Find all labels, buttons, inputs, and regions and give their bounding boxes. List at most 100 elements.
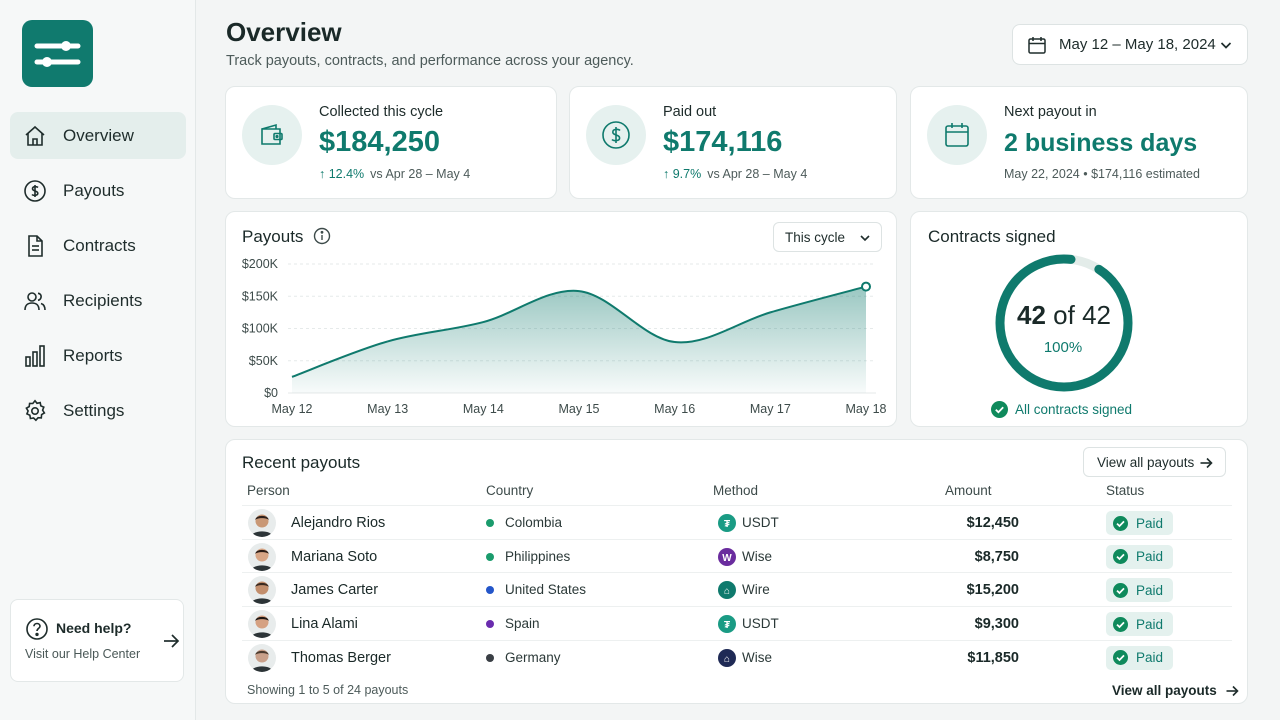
payout-amount: $8,750 <box>974 548 1019 565</box>
kpi-compare: ↑ 12.4% vs Apr 28 – May 4 <box>319 167 470 181</box>
payout-amount: $12,450 <box>966 515 1019 531</box>
kpi-label: Paid out <box>663 104 717 120</box>
sidebar-item-settings[interactable]: Settings <box>10 387 186 434</box>
check-circle-icon <box>1113 616 1128 632</box>
x-tick-label: May 12 <box>272 402 313 416</box>
country-name: United States <box>505 582 587 598</box>
person-name[interactable]: James Carter <box>291 582 379 599</box>
bank-icon: ⌂ <box>718 581 736 600</box>
view-all-payouts-link[interactable]: View all payouts <box>1112 683 1239 698</box>
contracts-title: Contracts signed <box>928 227 1056 246</box>
sidebar-item-label: Payouts <box>63 180 125 200</box>
info-icon[interactable] <box>313 227 331 245</box>
x-tick-label: May 15 <box>559 402 600 416</box>
wise-icon: W <box>718 547 736 566</box>
sidebar-item-recipients[interactable]: Recipients <box>10 277 186 324</box>
document-icon <box>22 233 48 259</box>
arrow-right-icon <box>1200 457 1213 469</box>
person-name[interactable]: Alejandro Rios <box>291 515 386 531</box>
table-row[interactable]: James Carter United States ⌂ Wire $15,200 Pai… <box>242 572 1232 606</box>
kpi-compare-period: vs Apr 28 – May 4 <box>370 167 471 181</box>
status-text: Paid <box>1136 616 1164 632</box>
period-select[interactable]: This cycle <box>773 222 882 252</box>
person-name[interactable]: Mariana Soto <box>291 548 378 565</box>
contracts-of: of <box>1053 300 1075 330</box>
sidebar-item-overview[interactable]: Overview <box>10 112 186 159</box>
donut-progress-arc <box>995 254 1133 392</box>
svg-text:⌂: ⌂ <box>724 586 730 597</box>
payout-method: Wise <box>742 649 772 665</box>
sidebar-item-label: Overview <box>63 125 134 145</box>
country-dot <box>486 519 494 527</box>
x-tick-label: May 18 <box>846 402 887 416</box>
dollar-circle-icon <box>586 105 646 165</box>
table-row[interactable]: Lina Alami Spain ₮ USDT $9,300 Paid <box>242 606 1232 640</box>
kpi-change: ↑ 9.7% <box>663 167 702 181</box>
column-header-method[interactable]: Method <box>713 483 759 498</box>
status-text: Paid <box>1136 582 1164 598</box>
sidebar-item-reports[interactable]: Reports <box>10 332 186 379</box>
y-tick-label: $150K <box>242 289 279 303</box>
column-header-status[interactable]: Status <box>1106 483 1145 498</box>
sidebar-item-contracts[interactable]: Contracts <box>10 222 186 269</box>
payout-method: USDT <box>742 616 779 632</box>
contracts-status-text: All contracts signed <box>1015 402 1133 417</box>
svg-text:₮: ₮ <box>724 620 730 631</box>
person-name[interactable]: Lina Alami <box>291 616 358 633</box>
status-badge: Paid <box>1106 544 1173 569</box>
sidebar-item-payouts[interactable]: Payouts <box>10 167 186 214</box>
country-name: Germany <box>505 649 561 665</box>
country-dot <box>486 653 494 662</box>
period-select-value: This cycle <box>785 229 846 245</box>
recent-payouts-card: Recent payouts View all payouts Person C… <box>225 439 1248 704</box>
payout-method: Wire <box>742 582 770 598</box>
table-row[interactable]: Thomas Berger Germany ⌂ Wise $11,850 Paid <box>242 639 1232 674</box>
users-icon <box>22 288 48 314</box>
y-tick-label: $200K <box>242 257 279 271</box>
kpi-detail: May 22, 2024 • $174,116 estimated <box>1004 167 1200 181</box>
check-circle-icon <box>991 401 1008 418</box>
arrow-right-icon <box>164 634 180 648</box>
avatar <box>248 576 276 605</box>
avatar <box>248 610 276 639</box>
column-header-person[interactable]: Person <box>247 483 290 498</box>
chevron-down-icon <box>860 235 870 242</box>
kpi-label: Collected this cycle <box>319 104 444 120</box>
y-tick-label: $100K <box>242 322 279 336</box>
sidebar-item-label: Recipients <box>63 290 143 310</box>
kpi-value: $174,116 <box>663 126 783 158</box>
table-row[interactable]: Alejandro Rios Colombia ₮ USDT $12,450 Paid <box>242 505 1232 539</box>
contracts-status: All contracts signed <box>991 401 1132 418</box>
svg-text:W: W <box>722 553 732 564</box>
calendar-icon <box>927 105 987 165</box>
help-title: Need help? <box>56 620 132 636</box>
y-tick-label: $50K <box>249 354 279 368</box>
tether-icon: ₮ <box>718 615 736 634</box>
x-tick-label: May 14 <box>463 402 504 416</box>
pagination-summary: Showing 1 to 5 of 24 payouts <box>247 683 409 697</box>
status-badge: Paid <box>1106 578 1173 603</box>
app-logo[interactable] <box>22 20 93 87</box>
data-point[interactable] <box>861 281 871 292</box>
payout-method: USDT <box>742 515 779 530</box>
contracts-signed: 42 <box>1017 300 1046 330</box>
contracts-card: Contracts signed 42 of 42 100% All contr… <box>910 211 1248 427</box>
arrow-right-icon <box>1226 685 1239 696</box>
date-range-picker[interactable]: May 12 – May 18, 2024 <box>1012 24 1248 65</box>
sidebar-nav: Overview Payouts Contracts Recipients Re… <box>10 112 186 442</box>
view-all-payouts-button[interactable]: View all payouts <box>1083 447 1226 477</box>
contracts-total: 42 <box>1082 300 1111 330</box>
column-header-amount[interactable]: Amount <box>945 483 992 498</box>
x-tick-label: May 13 <box>367 402 408 416</box>
wallet-icon <box>242 105 302 165</box>
kpi-compare-period: vs Apr 28 – May 4 <box>707 167 808 181</box>
person-name[interactable]: Thomas Berger <box>291 649 391 666</box>
help-card[interactable]: Need help? Visit our Help Center <box>10 599 184 682</box>
column-header-country[interactable]: Country <box>486 483 534 498</box>
payout-amount: $11,850 <box>967 649 1019 666</box>
country-name: Spain <box>505 616 540 632</box>
kpi-collected-card: Collected this cycle $184,250 ↑ 12.4% vs … <box>225 86 557 199</box>
page-subtitle: Track payouts, contracts, and performanc… <box>226 53 634 69</box>
table-row[interactable]: Mariana Soto Philippines W Wise $8,750 Paid <box>242 538 1232 573</box>
avatar <box>248 542 276 571</box>
